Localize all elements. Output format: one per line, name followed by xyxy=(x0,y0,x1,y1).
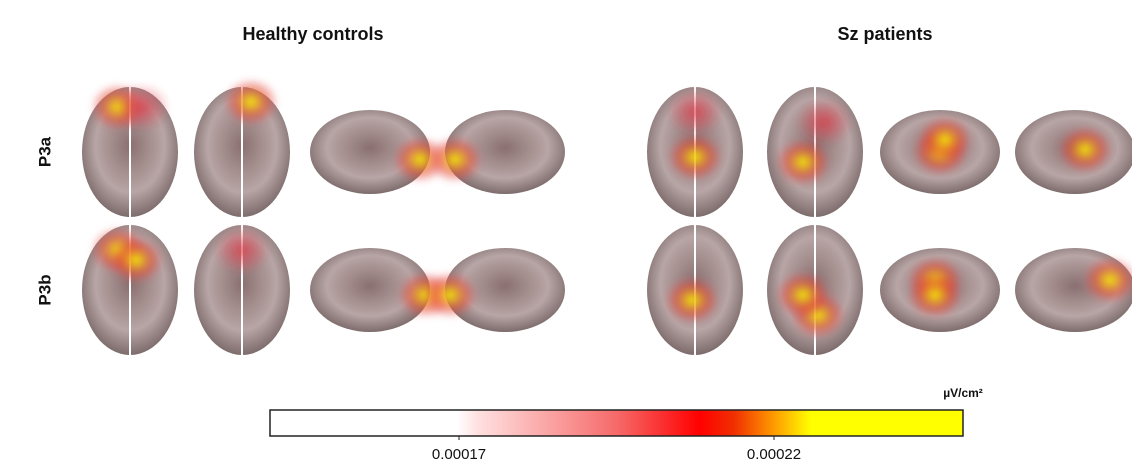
brain xyxy=(647,87,743,217)
brain xyxy=(82,83,178,217)
activation xyxy=(775,271,831,319)
figure: Healthy controls Sz patients P3a P3b µV/… xyxy=(0,0,1132,472)
brain xyxy=(767,87,863,217)
activation xyxy=(907,271,963,319)
colorbar-unit: µV/cm² xyxy=(943,386,983,400)
activation xyxy=(427,136,483,184)
brain xyxy=(427,110,565,194)
activation xyxy=(214,226,270,274)
brain xyxy=(194,78,290,217)
activation xyxy=(114,83,170,131)
brain xyxy=(880,248,1000,332)
colorbar xyxy=(270,410,963,436)
brain xyxy=(1015,110,1132,194)
activation xyxy=(223,78,279,126)
brain xyxy=(310,110,448,194)
activation xyxy=(1057,126,1113,174)
activation xyxy=(796,98,852,146)
brain xyxy=(422,248,565,332)
brain xyxy=(880,110,1000,194)
activation xyxy=(667,88,723,136)
activation xyxy=(917,116,973,164)
colorbar-tick-label: 0.00017 xyxy=(432,446,486,463)
brain xyxy=(82,225,178,355)
brain xyxy=(767,225,863,355)
activation xyxy=(422,271,478,319)
activation xyxy=(108,236,164,284)
brain xyxy=(1015,248,1132,332)
brain xyxy=(647,225,743,355)
brain-maps xyxy=(82,78,1132,355)
row-label: P3b xyxy=(35,274,54,305)
column-title: Healthy controls xyxy=(242,24,383,44)
activation xyxy=(664,276,720,324)
row-label: P3a xyxy=(35,136,54,167)
activation xyxy=(667,133,723,181)
brain xyxy=(194,225,290,355)
colorbar-tick-label: 0.00022 xyxy=(747,446,801,463)
column-title: Sz patients xyxy=(837,24,932,44)
